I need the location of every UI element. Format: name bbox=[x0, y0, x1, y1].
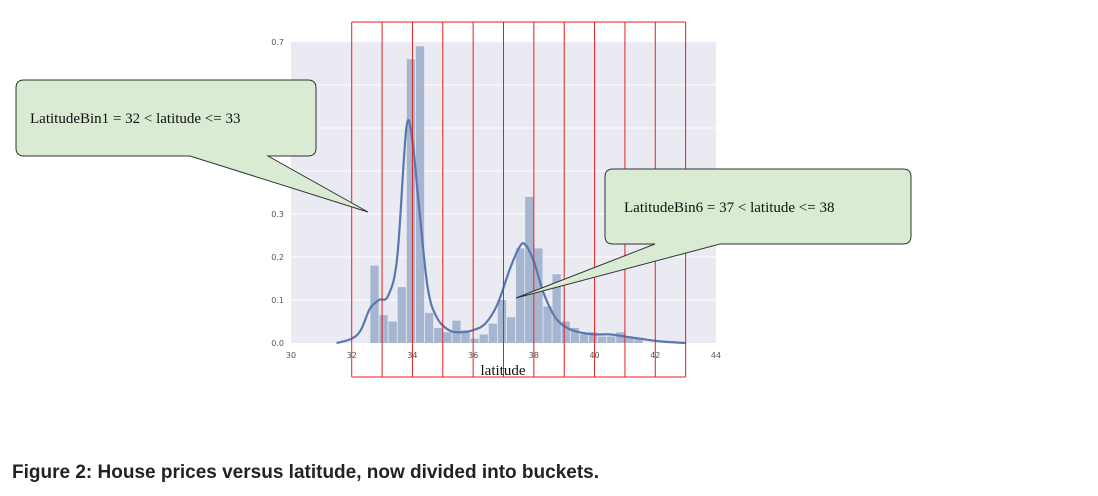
y-tick-label: 0.3 bbox=[271, 210, 284, 219]
histogram-bar bbox=[479, 334, 488, 343]
x-tick-label: 32 bbox=[347, 351, 357, 360]
x-tick-label: 36 bbox=[468, 351, 478, 360]
y-tick-label: 0.7 bbox=[271, 38, 284, 47]
histogram-bar bbox=[415, 46, 425, 344]
histogram-bar bbox=[525, 196, 534, 343]
kde-curve bbox=[336, 119, 686, 345]
x-tick-label: 38 bbox=[529, 351, 539, 360]
histogram-bar bbox=[570, 327, 579, 343]
histogram-bar bbox=[488, 323, 498, 343]
x-axis-label: latitude bbox=[481, 363, 526, 379]
histogram-bar bbox=[506, 317, 516, 343]
histogram-bar bbox=[424, 312, 434, 343]
histogram-bar bbox=[443, 332, 452, 343]
y-tick-label: 0.0 bbox=[271, 339, 284, 348]
histogram-bar bbox=[434, 327, 443, 343]
histogram-bar bbox=[406, 59, 416, 343]
figure-caption: Figure 2: House prices versus latitude, … bbox=[12, 462, 600, 483]
histogram-figure: 0.0 0.1 0.2 0.3 0.7 30 32 34 36 38 40 42 44 latitude… bbox=[15, 21, 912, 379]
histogram-bar bbox=[607, 336, 616, 343]
callout-box bbox=[515, 168, 912, 299]
histogram-bar bbox=[497, 300, 507, 343]
histogram-bar bbox=[598, 336, 607, 343]
histogram-bar bbox=[588, 332, 598, 343]
histogram-bar bbox=[388, 321, 397, 343]
histogram-bar bbox=[516, 248, 525, 343]
histogram-bar bbox=[534, 248, 543, 343]
callout-text: LatitudeBin1 = 32 < latitude <= 33 bbox=[30, 111, 240, 127]
histogram-bar bbox=[579, 334, 589, 343]
x-tick-label: 34 bbox=[407, 351, 417, 360]
histogram-bar bbox=[625, 336, 634, 343]
x-tick-label: 42 bbox=[650, 351, 660, 360]
histogram-bar bbox=[379, 315, 388, 343]
x-tick-label: 30 bbox=[286, 351, 296, 360]
histogram-bar bbox=[552, 274, 561, 343]
histogram-bar bbox=[397, 287, 406, 343]
x-tick-label: 40 bbox=[589, 351, 599, 360]
histogram-bar bbox=[561, 321, 570, 343]
histogram-bar bbox=[634, 338, 643, 343]
x-tick-label: 44 bbox=[711, 351, 721, 360]
histogram-bar bbox=[616, 332, 625, 343]
y-tick-label: 0.2 bbox=[271, 253, 284, 262]
callout-text: LatitudeBin6 = 37 < latitude <= 38 bbox=[624, 200, 834, 216]
y-tick-label: 0.1 bbox=[271, 296, 284, 305]
histogram-bar bbox=[543, 306, 552, 343]
histogram-bar bbox=[461, 330, 470, 343]
callout-box bbox=[15, 79, 369, 213]
histogram-bar bbox=[470, 338, 479, 343]
